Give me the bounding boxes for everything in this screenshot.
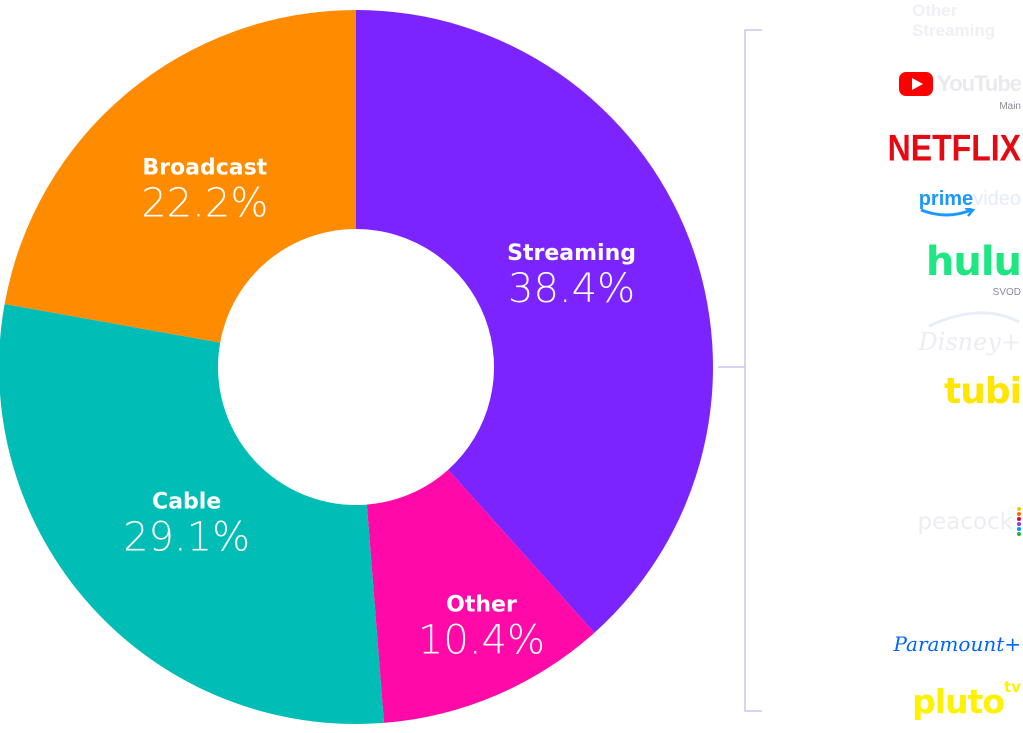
youtube-logo: YouTube: [899, 71, 1022, 97]
prime-video-logo: primevideo: [918, 188, 1021, 217]
paramount-plus-logo: Paramount+: [893, 632, 1021, 656]
prime-wordmark: prime: [918, 188, 974, 210]
video-wordmark: video: [973, 188, 1021, 210]
slice-streaming: [356, 10, 714, 633]
slice-value-cable: 29.1%: [123, 514, 250, 560]
chart-slices: [0, 10, 714, 724]
pluto-wordmark: pluto: [912, 682, 1005, 721]
slice-cable: [0, 304, 384, 724]
other-streaming-label: Other Streaming: [912, 1, 996, 40]
peacock-logo: peacock: [917, 507, 1021, 536]
youtube-wordmark: YouTube: [937, 71, 1022, 96]
pluto-tv-logo: plutotv: [912, 678, 1021, 721]
hulu-sub-label: SVOD: [992, 287, 1021, 298]
tv-wordmark: tv: [1004, 678, 1021, 696]
prime-smile-icon: [920, 208, 975, 217]
netflix-logo: NETFLIX: [887, 127, 1021, 169]
hulu-logo: hulu: [925, 239, 1022, 285]
legend-bracket: [718, 29, 762, 712]
slice-label-broadcast: Broadcast: [142, 155, 267, 180]
peacock-dots-icon: [1017, 507, 1021, 536]
disney-wordmark: Disney+: [918, 328, 1021, 356]
youtube-sub-label: Main: [999, 101, 1021, 112]
slice-broadcast: [4, 10, 357, 343]
slice-label-other: Other: [446, 593, 517, 618]
youtube-play-icon: [899, 72, 934, 96]
disney-arc-icon: [928, 311, 1020, 328]
slice-value-broadcast: 22.2%: [141, 180, 268, 226]
peacock-wordmark: peacock: [917, 508, 1013, 535]
slice-label-streaming: Streaming: [507, 241, 636, 266]
disney-plus-logo: Disney+: [918, 308, 1021, 356]
slice-other: [366, 469, 595, 723]
slice-value-other: 10.4%: [418, 618, 545, 664]
tubi-logo: tubi: [944, 371, 1022, 412]
slice-value-streaming: 38.4%: [508, 266, 635, 312]
slice-label-cable: Cable: [152, 489, 221, 514]
